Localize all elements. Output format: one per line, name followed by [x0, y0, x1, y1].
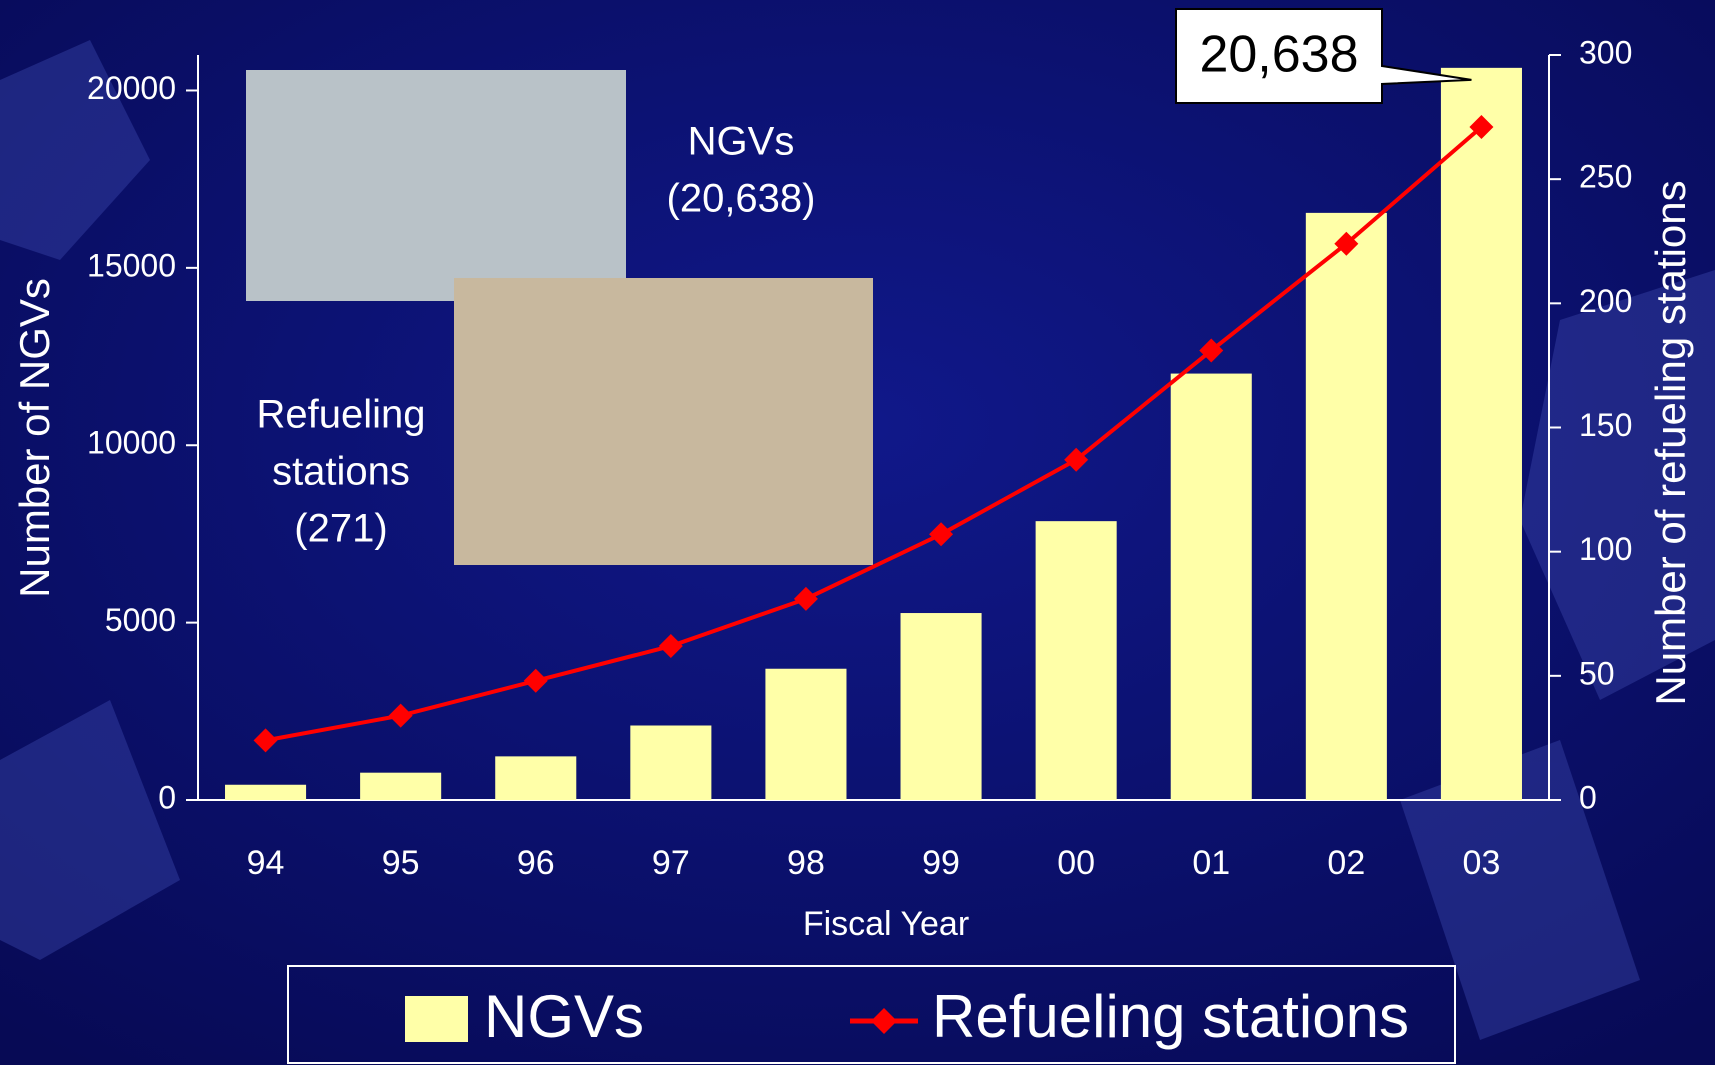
x-tick-label: 94 — [247, 844, 285, 882]
annotation: (20,638) — [667, 177, 816, 221]
legend-marker — [871, 1008, 897, 1034]
x-tick-label: 98 — [787, 844, 825, 882]
legend-box — [287, 965, 1456, 1064]
bar — [630, 725, 712, 800]
car-photo — [246, 70, 626, 301]
annotation: stations — [272, 450, 410, 494]
y2-axis-label: Number of refueling stations — [1647, 180, 1694, 705]
y-tick-label: 0 — [158, 779, 176, 815]
x-tick-label: 97 — [652, 844, 690, 882]
x-tick-label: 99 — [922, 844, 960, 882]
callout-text: 20,638 — [1199, 26, 1358, 84]
marker — [388, 703, 413, 728]
marker — [253, 728, 278, 753]
x-tick-label: 02 — [1327, 844, 1365, 882]
annotation: (271) — [294, 507, 387, 551]
y2-tick-label: 250 — [1579, 159, 1632, 195]
x-tick-label: 95 — [382, 844, 420, 882]
y2-tick-label: 150 — [1579, 407, 1632, 443]
legend-label: Refueling stations — [932, 983, 1409, 1050]
x-tick-label: 96 — [517, 844, 555, 882]
gear-decoration — [0, 40, 1715, 1040]
legend-label: NGVs — [484, 983, 644, 1050]
y2-tick-label: 50 — [1579, 655, 1615, 691]
x-tick-label: 03 — [1463, 844, 1501, 882]
y-axis-label: Number of NGVs — [11, 278, 58, 598]
y2-tick-label: 100 — [1579, 531, 1632, 567]
x-axis-label: Fiscal Year — [803, 905, 969, 943]
legend-swatch — [405, 996, 468, 1042]
callout-box — [1175, 8, 1472, 104]
marker — [658, 634, 683, 659]
line — [265, 125, 1483, 743]
bar — [1170, 373, 1252, 800]
bar — [495, 756, 577, 800]
bar — [765, 668, 847, 800]
x-tick-label: 01 — [1192, 844, 1230, 882]
marker — [1334, 231, 1359, 256]
y-tick-label: 10000 — [87, 425, 176, 461]
station-photo — [454, 278, 873, 565]
marker — [793, 586, 818, 611]
marker — [1199, 338, 1224, 363]
marker — [523, 668, 548, 693]
bar — [360, 772, 442, 800]
y-tick-label: 5000 — [105, 602, 176, 638]
y2-tick-label: 200 — [1579, 283, 1632, 319]
bar — [900, 613, 982, 800]
y2-tick-label: 0 — [1579, 779, 1597, 815]
annotation: NGVs — [688, 120, 795, 164]
marker — [929, 522, 954, 547]
bar — [1305, 212, 1387, 801]
y-tick-label: 20000 — [87, 70, 176, 106]
y-tick-label: 15000 — [87, 247, 176, 283]
bar — [225, 784, 307, 800]
bar — [1440, 67, 1522, 800]
marker — [1469, 115, 1494, 140]
marker — [1064, 447, 1089, 472]
annotation: Refueling — [256, 393, 425, 437]
y2-tick-label: 300 — [1579, 34, 1632, 70]
bar — [1035, 521, 1117, 800]
x-tick-label: 00 — [1057, 844, 1095, 882]
